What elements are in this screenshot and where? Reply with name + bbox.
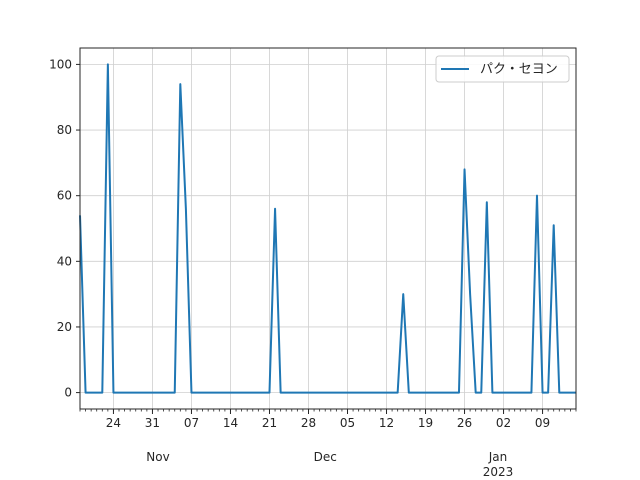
data-point bbox=[96, 392, 98, 394]
data-point bbox=[569, 392, 571, 394]
series-layer bbox=[79, 63, 576, 394]
y-tick-label: 80 bbox=[57, 123, 72, 137]
data-point bbox=[530, 392, 532, 394]
data-point bbox=[553, 224, 555, 226]
y-axis: 0 20 40 60 80 100 bbox=[49, 57, 80, 400]
y-tick-label: 40 bbox=[57, 254, 72, 268]
legend: パク・セヨン bbox=[435, 55, 570, 83]
data-point bbox=[185, 208, 187, 210]
legend-box bbox=[435, 55, 570, 83]
data-point bbox=[458, 392, 460, 394]
data-point bbox=[179, 83, 181, 85]
data-point bbox=[118, 392, 120, 394]
y-tick-label: 0 bbox=[64, 386, 72, 400]
data-point bbox=[101, 392, 103, 394]
data-point bbox=[402, 293, 404, 295]
data-point bbox=[285, 392, 287, 394]
x-tick-label: 05 bbox=[340, 416, 355, 430]
data-point bbox=[464, 168, 466, 170]
data-point bbox=[469, 293, 471, 295]
x-tick-label: 07 bbox=[184, 416, 199, 430]
data-point bbox=[85, 392, 87, 394]
data-point bbox=[536, 195, 538, 197]
data-point bbox=[542, 392, 544, 394]
data-point bbox=[112, 392, 114, 394]
data-point bbox=[190, 392, 192, 394]
x-tick-label: 19 bbox=[418, 416, 433, 430]
x-tick-label: 26 bbox=[457, 416, 472, 430]
x-tick-label: 24 bbox=[106, 416, 121, 430]
x-tick-label: 21 bbox=[262, 416, 277, 430]
x-month-label: Nov bbox=[146, 450, 169, 464]
data-point bbox=[174, 392, 176, 394]
data-point bbox=[480, 392, 482, 394]
x-tick-label: 31 bbox=[145, 416, 160, 430]
x-tick-label: 12 bbox=[379, 416, 394, 430]
data-point bbox=[268, 392, 270, 394]
x-tick-label: 02 bbox=[496, 416, 511, 430]
x-tick-label: 28 bbox=[301, 416, 316, 430]
axes-frame bbox=[79, 47, 577, 410]
data-point bbox=[107, 63, 109, 65]
data-point bbox=[196, 392, 198, 394]
data-point bbox=[491, 392, 493, 394]
y-tick-label: 20 bbox=[57, 320, 72, 334]
data-point bbox=[168, 392, 170, 394]
y-tick-label: 100 bbox=[49, 57, 72, 71]
x-month-label: Jan bbox=[488, 450, 508, 464]
data-point bbox=[497, 392, 499, 394]
data-point bbox=[408, 392, 410, 394]
data-point bbox=[547, 392, 549, 394]
data-point bbox=[274, 208, 276, 210]
legend-series-label: パク・セヨン bbox=[480, 62, 558, 77]
x-tick-label: 09 bbox=[535, 416, 550, 430]
data-point bbox=[263, 392, 265, 394]
data-point bbox=[391, 392, 393, 394]
grid-lines bbox=[80, 48, 576, 409]
data-point bbox=[397, 392, 399, 394]
x-tick-label: 14 bbox=[223, 416, 238, 430]
data-point bbox=[90, 392, 92, 394]
data-point bbox=[486, 201, 488, 203]
y-tick-label: 60 bbox=[57, 189, 72, 203]
data-point bbox=[452, 392, 454, 394]
x-year-label: 2023 bbox=[483, 465, 514, 479]
data-point bbox=[475, 392, 477, 394]
series-line-0 bbox=[79, 63, 576, 394]
x-month-label: Dec bbox=[314, 450, 337, 464]
data-point bbox=[564, 392, 566, 394]
data-point bbox=[558, 392, 560, 394]
data-point bbox=[413, 392, 415, 394]
data-point bbox=[525, 392, 527, 394]
data-point bbox=[280, 392, 282, 394]
